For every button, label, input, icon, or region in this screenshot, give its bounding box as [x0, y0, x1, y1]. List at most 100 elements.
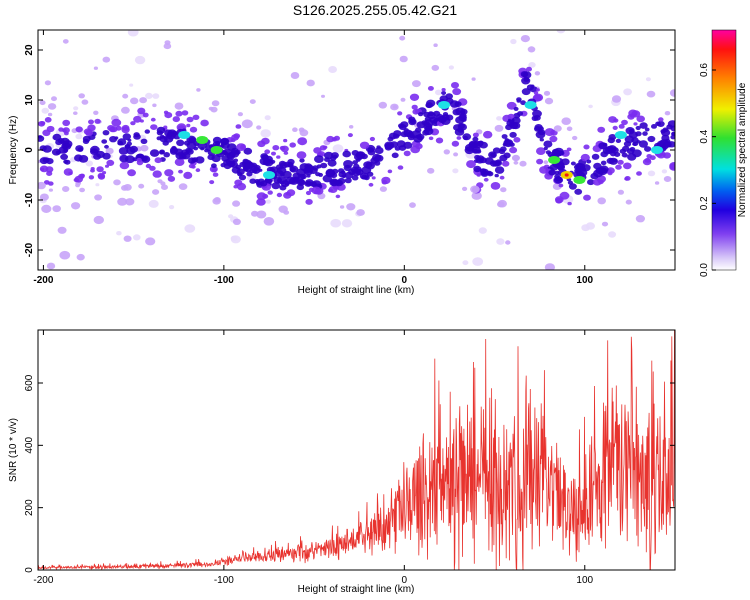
spectrogram-cell — [397, 165, 404, 170]
spectrogram-cell — [586, 159, 592, 164]
spectrogram-cell — [387, 169, 393, 174]
spectrogram-cell — [118, 147, 129, 155]
spectrogram-cell — [454, 128, 465, 136]
spectrogram-cell — [539, 138, 544, 142]
spectrogram-cell — [558, 183, 564, 188]
spectrogram-cell — [244, 161, 254, 170]
spectrogram-cell — [585, 222, 596, 230]
spectrogram-cell — [121, 106, 130, 114]
spectrogram-cell — [566, 147, 572, 152]
spectrogram-cell — [213, 197, 221, 203]
spectrogram-cell — [635, 125, 641, 131]
spectrogram-cell — [372, 153, 382, 162]
spectrogram-cell — [667, 120, 675, 128]
spectrogram-hotspot — [438, 101, 450, 109]
spectrogram-cell — [94, 194, 102, 201]
spectrogram-cell — [409, 202, 416, 208]
spectrogram-cell — [499, 146, 507, 152]
spectrogram-cell — [90, 145, 100, 154]
spectrogram-cell — [523, 77, 530, 82]
spectrogram-cell — [378, 101, 387, 109]
y-tick-label: 20 — [24, 44, 35, 56]
spectrogram-cell — [359, 141, 370, 149]
spectrogram-cell — [533, 93, 544, 102]
spectrogram-cell — [264, 149, 271, 154]
spectrogram-hotspot — [548, 156, 561, 164]
spectrogram-cell — [513, 160, 519, 165]
spectrogram-cell — [123, 235, 132, 242]
spectrogram-cell — [598, 142, 608, 150]
spectrogram-cell — [41, 107, 50, 114]
spectrogram-cell — [346, 203, 356, 211]
x-tick-label: -100 — [214, 575, 234, 586]
spectrogram-cell — [623, 162, 632, 170]
spectrogram-cell — [76, 253, 85, 261]
spectrogram-cell — [462, 186, 468, 191]
spectrogram-cell — [399, 35, 406, 41]
spectrogram-cell — [178, 169, 183, 174]
spectrogram-cell — [211, 163, 217, 168]
spectrogram-cell — [152, 103, 157, 108]
spectrogram-cell — [368, 182, 374, 187]
spectrogram-cell — [533, 91, 539, 95]
spectrogram-cell — [267, 190, 273, 195]
spectrogram-cell — [47, 112, 53, 117]
spectrogram-cell — [292, 127, 298, 132]
spectrogram-cell — [659, 139, 669, 147]
spectrogram-cell — [96, 166, 104, 173]
spectrogram-hotspot — [263, 171, 275, 179]
spectrogram-cell — [418, 112, 424, 117]
spectrogram-cell — [123, 184, 132, 191]
spectrogram-cell — [316, 164, 322, 169]
spectrogram-cell — [62, 39, 69, 44]
spectrogram-cell — [264, 115, 271, 121]
spectrogram-cell — [536, 147, 546, 156]
spectrogram-cell — [159, 149, 166, 155]
spectrogram-cell — [186, 141, 197, 150]
spectrogram-cell — [95, 183, 100, 187]
spectrogram-cell — [575, 162, 583, 170]
spectrogram-cell — [163, 152, 170, 158]
spectrogram-cell — [535, 88, 540, 92]
spectrogram-cell — [427, 86, 434, 91]
spectrogram-cell — [327, 159, 337, 167]
spectrogram-cell — [75, 126, 83, 133]
spectrogram-cell — [513, 106, 519, 111]
spectrogram-cell — [379, 186, 387, 192]
spectrogram-cell — [234, 179, 243, 186]
spectrogram-cell — [549, 135, 558, 143]
spectrogram-cell — [466, 160, 476, 169]
spectrogram-cell — [270, 159, 276, 164]
spectrogram-cell — [615, 138, 622, 143]
spectrogram-cell — [233, 184, 238, 189]
spectrogram-cell — [600, 151, 608, 158]
spectrogram-cell — [496, 116, 502, 121]
spectrogram-cell — [338, 171, 347, 178]
spectrogram-cell — [276, 155, 281, 159]
spectrogram-cell — [169, 205, 175, 210]
spectrogram-cell — [263, 217, 275, 226]
spectrogram-cell — [424, 125, 433, 132]
spectrogram-cell — [400, 97, 406, 102]
spectrogram-cell — [617, 159, 624, 165]
y-tick-label: 10 — [24, 94, 35, 106]
spectrogram-cell — [136, 157, 142, 163]
spectrogram-cell — [82, 135, 91, 143]
spectrogram-cell — [139, 97, 148, 104]
spectrogram-cell — [102, 171, 107, 175]
spectrogram-cell — [651, 124, 657, 129]
spectrogram-cell — [351, 175, 359, 181]
spectrogram-cell — [152, 170, 162, 178]
spectrogram-cell — [451, 140, 460, 147]
spectrogram-cell — [544, 97, 554, 105]
spectrogram-cell — [663, 176, 672, 182]
spectrogram-cell — [156, 130, 164, 136]
spectrogram-cell — [456, 136, 462, 140]
spectrogram-cell — [287, 162, 294, 168]
y-tick-label: 200 — [24, 499, 35, 516]
spectrogram-cell — [111, 118, 122, 127]
y-tick-label: -10 — [24, 192, 35, 207]
spectrogram-cell — [85, 160, 94, 167]
spectrogram-cell — [314, 155, 324, 164]
colorbar-tick-label: 0.2 — [699, 196, 710, 210]
